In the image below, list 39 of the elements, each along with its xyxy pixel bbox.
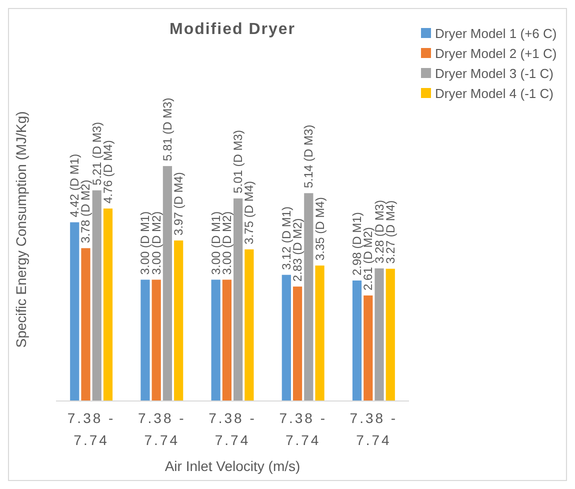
bar: [234, 198, 243, 401]
bar: [162, 166, 172, 401]
bar: [92, 190, 102, 401]
data-label: 5.14 (D M3): [302, 124, 316, 188]
data-label: 3.00 (D M1): [138, 211, 152, 275]
bar: [374, 268, 384, 401]
bar: [152, 280, 161, 401]
legend-label: Dryer Model 3 (-1 C): [435, 66, 554, 81]
legend-label: Dryer Model 1 (+6 C): [435, 26, 557, 41]
x-tick-label: 7.38 - 7.74: [138, 410, 186, 448]
x-tick-label: 7.38 - 7.74: [67, 410, 116, 448]
bar: [352, 280, 362, 401]
bar: [315, 266, 324, 401]
bar: [174, 240, 184, 401]
bar: [81, 248, 90, 401]
bar: [386, 268, 395, 401]
bar: [222, 280, 232, 401]
data-label: 3.35 (D M4): [312, 197, 327, 261]
bar: [282, 274, 291, 401]
chart-title: Modified Dryer: [169, 21, 296, 38]
x-tick-label: 7.38 - 7.74: [208, 410, 256, 448]
data-label: 5.81 (D M3): [160, 98, 174, 162]
bar: [244, 249, 254, 401]
bar: [70, 222, 80, 401]
bar: [103, 208, 113, 401]
data-label: 3.12 (D M1): [279, 206, 294, 270]
x-tick-label: 7.38 - 7.74: [279, 410, 328, 448]
x-tick-label: 7.38 - 7.74: [350, 410, 398, 448]
x-axis-title: Air Inlet Velocity (m/s): [164, 458, 300, 474]
y-axis-title: Specific Energy Consumption (MJ/Kg): [13, 111, 29, 348]
bar: [364, 295, 373, 401]
bar: [304, 193, 314, 401]
data-label: 3.97 (D M4): [172, 172, 186, 236]
legend-label: Dryer Model 2 (+1 C): [435, 46, 557, 61]
bar: [292, 286, 302, 401]
bar: [140, 280, 150, 401]
bar: [211, 280, 220, 401]
data-label: 3.00 (D M1): [208, 211, 223, 275]
legend-label: Dryer Model 4 (-1 C): [435, 86, 554, 101]
